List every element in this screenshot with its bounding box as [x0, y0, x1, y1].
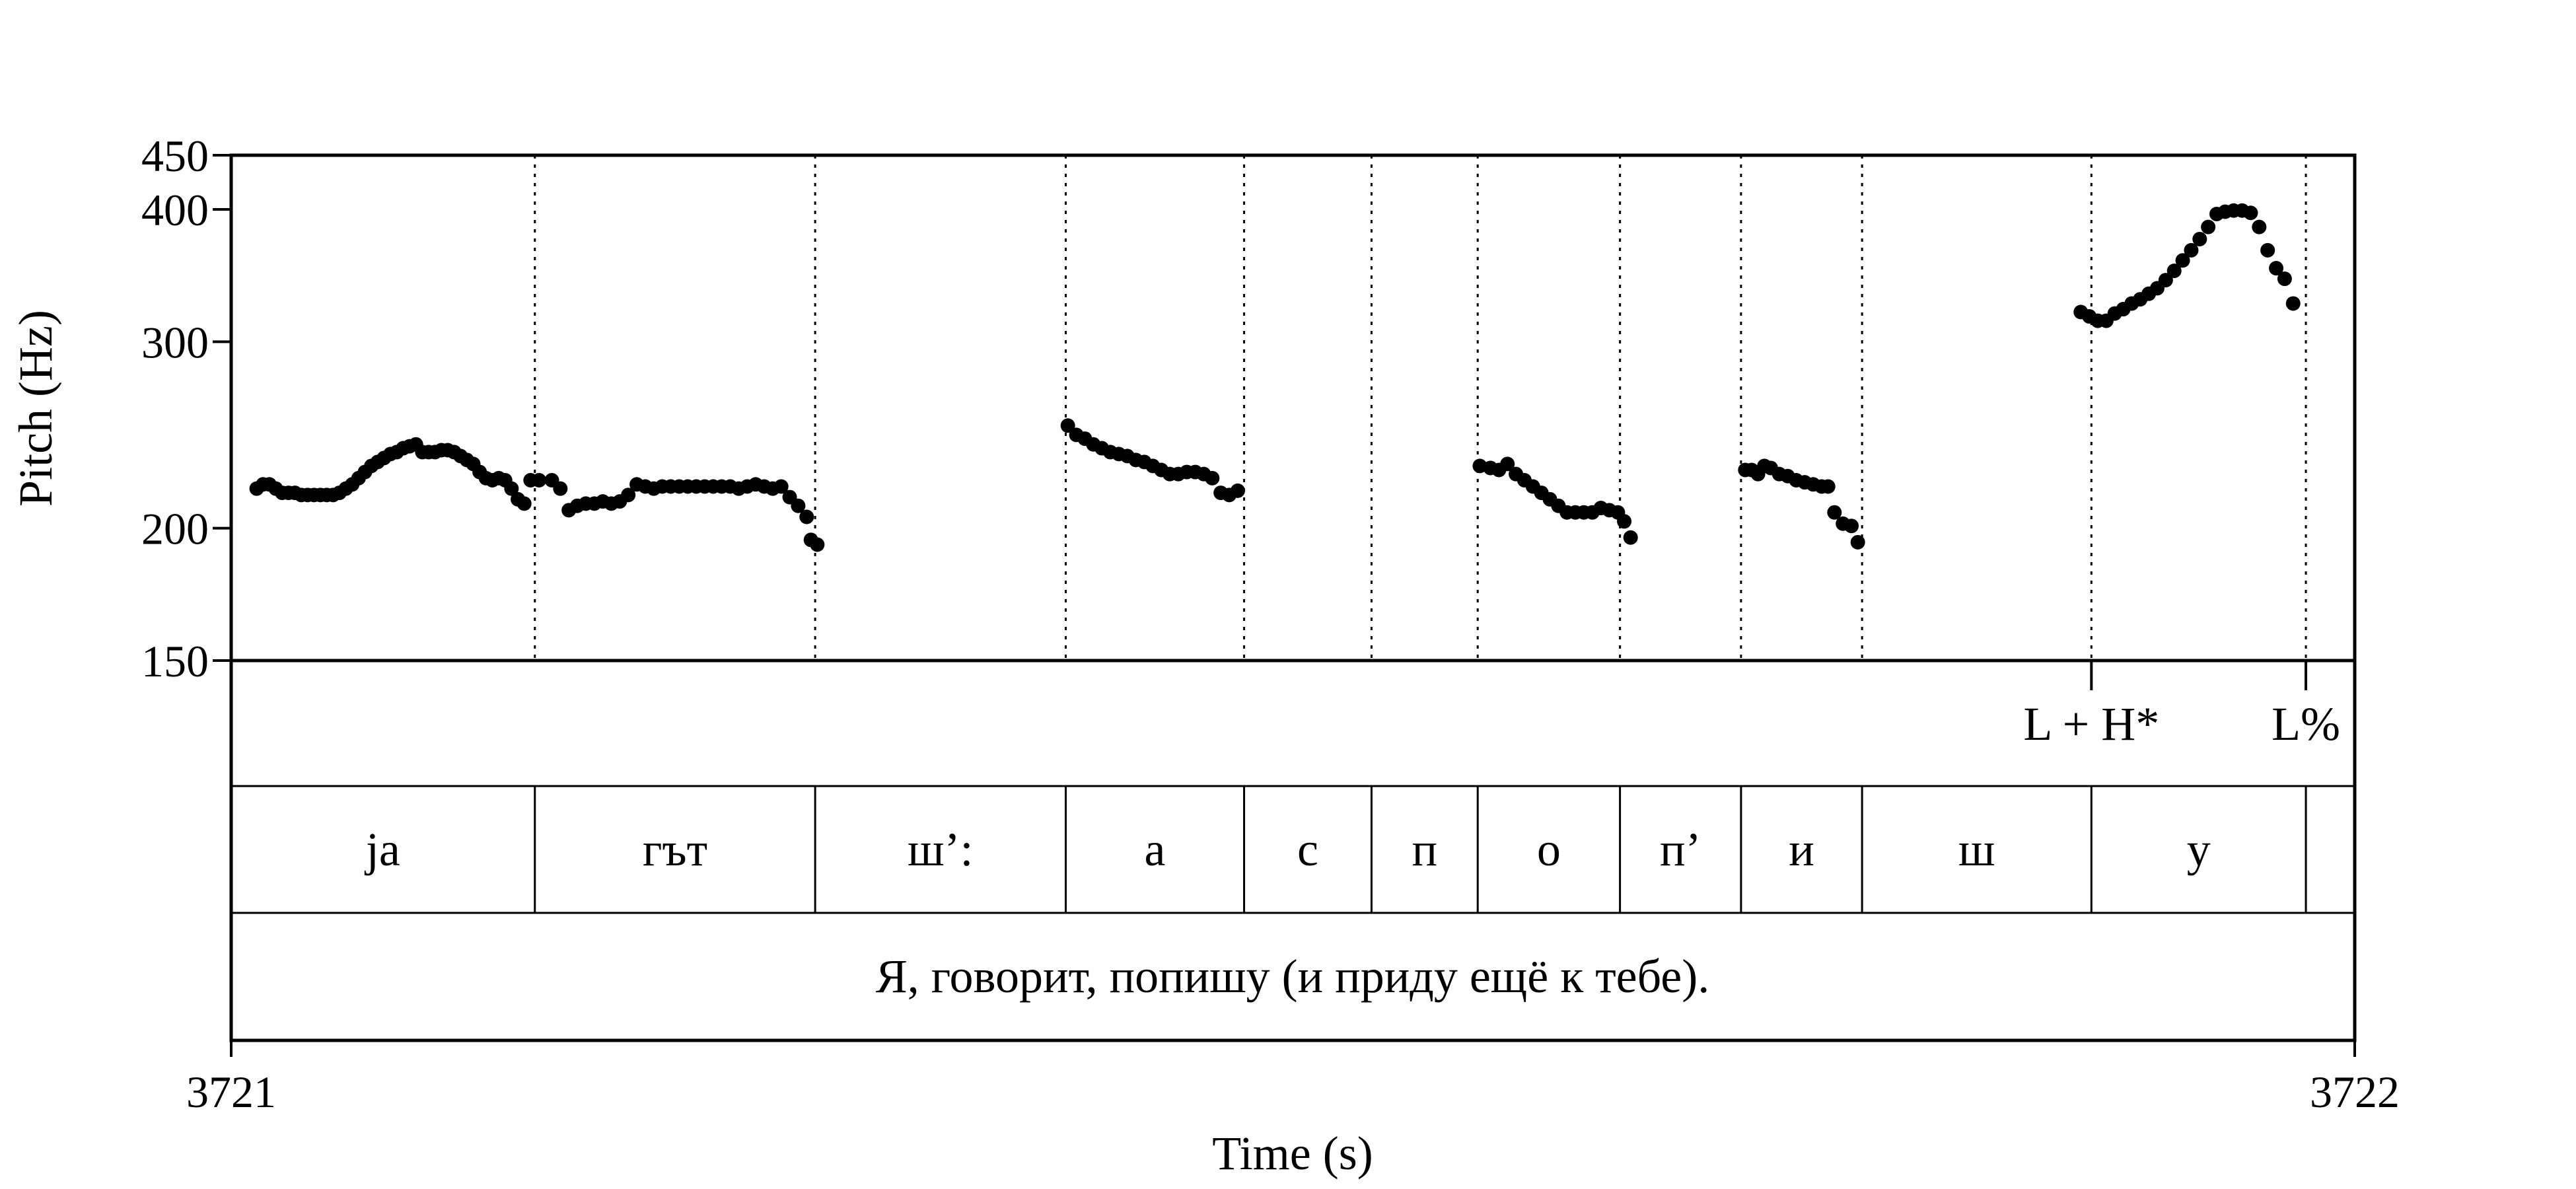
segment-label: с — [1297, 823, 1318, 876]
tone-label: L% — [2272, 698, 2340, 750]
pitch-point — [1205, 470, 1220, 486]
segment-label: п’ — [1660, 823, 1701, 876]
x-tick-label-start: 3721 — [186, 1067, 276, 1117]
pitch-point — [2201, 219, 2216, 234]
pitch-point — [2158, 273, 2173, 288]
y-tick-label: 150 — [141, 636, 209, 686]
sentence-label: Я, говорит, попишу (и приду ещё к тебе). — [876, 950, 1709, 1003]
x-tick-label-end: 3722 — [2310, 1067, 2400, 1117]
pitch-point — [2252, 219, 2267, 234]
pitch-point — [517, 496, 532, 511]
segment-label: а — [1145, 823, 1166, 876]
segment-label: ш’: — [908, 823, 973, 876]
pitch-point — [553, 481, 568, 496]
pitch-point — [2243, 205, 2258, 221]
segment-label: и — [1789, 823, 1814, 876]
pitch-point — [1850, 534, 1865, 550]
pitch-point — [2184, 242, 2199, 258]
x-axis-title: Time (s) — [1212, 1127, 1373, 1180]
y-tick-label: 200 — [141, 504, 209, 554]
pitch-point — [504, 481, 519, 496]
pitch-point — [810, 537, 825, 552]
y-tick-label: 400 — [141, 185, 209, 235]
segment-label: у — [2187, 823, 2211, 876]
pitch-point — [1623, 530, 1638, 545]
pitch-point — [532, 473, 547, 488]
segment-label: гът — [643, 823, 707, 876]
pitch-point — [791, 498, 806, 513]
segment-label: ja — [364, 823, 400, 876]
pitch-point — [799, 509, 814, 524]
plot-frame — [229, 153, 2357, 663]
pitch-point — [2175, 253, 2190, 268]
segment-label: ш — [1958, 823, 1995, 876]
tier-frame — [229, 659, 2357, 1042]
pitch-point — [1820, 479, 1836, 494]
pitch-point — [2260, 242, 2275, 258]
pitch-point — [1500, 456, 1515, 472]
pitch-point — [1827, 505, 1842, 520]
pitch-point — [1060, 418, 1075, 433]
segment-label: п — [1412, 823, 1438, 876]
pitch-point — [2277, 271, 2292, 287]
pitch-point — [1844, 519, 1859, 534]
pitch-point — [1230, 483, 1245, 498]
pitch-point — [2285, 296, 2301, 311]
pitch-point — [773, 479, 789, 494]
pitch-point — [2269, 261, 2284, 276]
pitch-point — [2192, 231, 2207, 246]
y-tick-label: 300 — [141, 317, 209, 367]
pitch-point — [621, 487, 636, 503]
segment-label: о — [1537, 823, 1561, 876]
pitch-point — [1617, 514, 1632, 529]
y-axis-title: Pitch (Hz) — [9, 310, 62, 507]
y-tick-label: 450 — [141, 131, 209, 181]
tone-label: L + H* — [2023, 698, 2159, 750]
pitch-point — [2166, 263, 2182, 278]
